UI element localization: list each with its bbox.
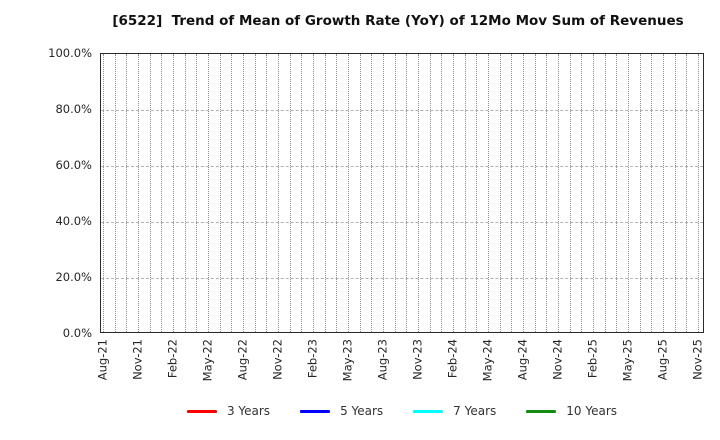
- vertical-gridline: [103, 54, 104, 332]
- x-tick-label: Aug-21: [95, 339, 110, 381]
- vertical-gridline: [348, 54, 349, 332]
- x-tick-label: Nov-23: [410, 339, 425, 380]
- vertical-gridline: [336, 54, 338, 332]
- vertical-gridline: [464, 54, 466, 332]
- vertical-gridline: [499, 54, 501, 332]
- vertical-gridline: [511, 54, 513, 332]
- vertical-gridline: [138, 54, 139, 332]
- x-tick-label: Feb-22: [165, 339, 180, 379]
- vertical-gridline: [184, 54, 186, 332]
- horizontal-gridline: [101, 110, 703, 111]
- x-tick-label: Feb-25: [585, 339, 600, 379]
- x-tick-label: Nov-25: [690, 339, 705, 380]
- y-tick-label: 20.0%: [55, 270, 92, 284]
- plot-area: [100, 53, 704, 333]
- legend-line-7-years: [413, 409, 444, 413]
- vertical-gridline: [546, 54, 548, 332]
- legend-item: 3 Years: [186, 404, 271, 418]
- x-tick-label: Aug-24: [515, 339, 530, 381]
- vertical-gridline: [359, 54, 361, 332]
- vertical-gridline: [114, 54, 116, 332]
- x-tick-label: May-25: [620, 339, 635, 382]
- y-tick-label: 80.0%: [55, 102, 92, 116]
- x-tick-label: May-24: [480, 339, 495, 382]
- vertical-gridline: [161, 54, 163, 332]
- legend-line-3-years: [186, 409, 217, 413]
- vertical-gridline: [581, 54, 583, 332]
- x-tick-label: Aug-25: [655, 339, 670, 381]
- vertical-gridline: [301, 54, 303, 332]
- vertical-gridline: [698, 54, 699, 332]
- vertical-gridline: [313, 54, 314, 332]
- vertical-gridline: [196, 54, 198, 332]
- vertical-gridline: [663, 54, 664, 332]
- horizontal-gridline: [101, 278, 703, 279]
- vertical-gridline: [569, 54, 571, 332]
- vertical-gridline: [604, 54, 606, 332]
- x-tick-label: Feb-24: [445, 339, 460, 379]
- vertical-gridline: [441, 54, 443, 332]
- x-tick-label: May-23: [340, 339, 355, 382]
- x-tick-label: Nov-22: [270, 339, 285, 380]
- vertical-gridline: [208, 54, 209, 332]
- legend-label: 10 Years: [566, 404, 618, 418]
- x-tick-label: May-22: [200, 339, 215, 382]
- vertical-gridline: [488, 54, 489, 332]
- legend-line-5-years: [300, 409, 331, 413]
- vertical-gridline: [418, 54, 419, 332]
- series-plot: [101, 54, 703, 332]
- chart-title: [6522] Trend of Mean of Growth Rate (YoY…: [112, 13, 684, 29]
- horizontal-gridline: [101, 222, 703, 223]
- x-tick-label: Aug-23: [375, 339, 390, 381]
- vertical-gridline: [266, 54, 268, 332]
- vertical-gridline: [278, 54, 279, 332]
- vertical-gridline: [243, 54, 244, 332]
- vertical-gridline: [254, 54, 256, 332]
- x-tick-label: Nov-21: [130, 339, 145, 380]
- y-tick-label: 0.0%: [62, 326, 92, 340]
- vertical-gridline: [476, 54, 478, 332]
- vertical-gridline: [651, 54, 653, 332]
- y-tick-label: 100.0%: [48, 46, 92, 60]
- legend-line-10-years: [526, 409, 557, 413]
- vertical-gridline: [453, 54, 454, 332]
- horizontal-gridline: [101, 166, 703, 167]
- vertical-gridline: [231, 54, 233, 332]
- vertical-gridline: [149, 54, 151, 332]
- vertical-gridline: [324, 54, 326, 332]
- legend-label: 7 Years: [453, 404, 497, 418]
- x-tick-label: Feb-23: [305, 339, 320, 379]
- vertical-gridline: [639, 54, 641, 332]
- vertical-gridline: [558, 54, 559, 332]
- y-tick-label: 60.0%: [55, 158, 92, 172]
- legend-item: 5 Years: [300, 404, 383, 418]
- vertical-gridline: [394, 54, 396, 332]
- vertical-gridline: [383, 54, 384, 332]
- vertical-gridline: [686, 54, 688, 332]
- vertical-gridline: [674, 54, 676, 332]
- vertical-gridline: [219, 54, 221, 332]
- legend: 3 Years 5 Years 7 Years 10 Years: [100, 404, 704, 418]
- y-tick-label: 40.0%: [55, 214, 92, 228]
- vertical-gridline: [616, 54, 618, 332]
- vertical-gridline: [429, 54, 431, 332]
- x-tick-label: Nov-24: [550, 339, 565, 380]
- vertical-gridline: [534, 54, 536, 332]
- x-tick-label: Aug-22: [235, 339, 250, 381]
- legend-label: 3 Years: [226, 404, 271, 418]
- legend-item: 10 Years: [526, 404, 617, 418]
- vertical-gridline: [126, 54, 128, 332]
- vertical-gridline: [289, 54, 291, 332]
- legend-item: 7 Years: [413, 404, 496, 418]
- vertical-gridline: [406, 54, 408, 332]
- vertical-gridline: [523, 54, 524, 332]
- vertical-gridline: [593, 54, 594, 332]
- vertical-gridline: [371, 54, 373, 332]
- legend-label: 5 Years: [340, 404, 384, 418]
- vertical-gridline: [628, 54, 629, 332]
- vertical-gridline: [173, 54, 174, 332]
